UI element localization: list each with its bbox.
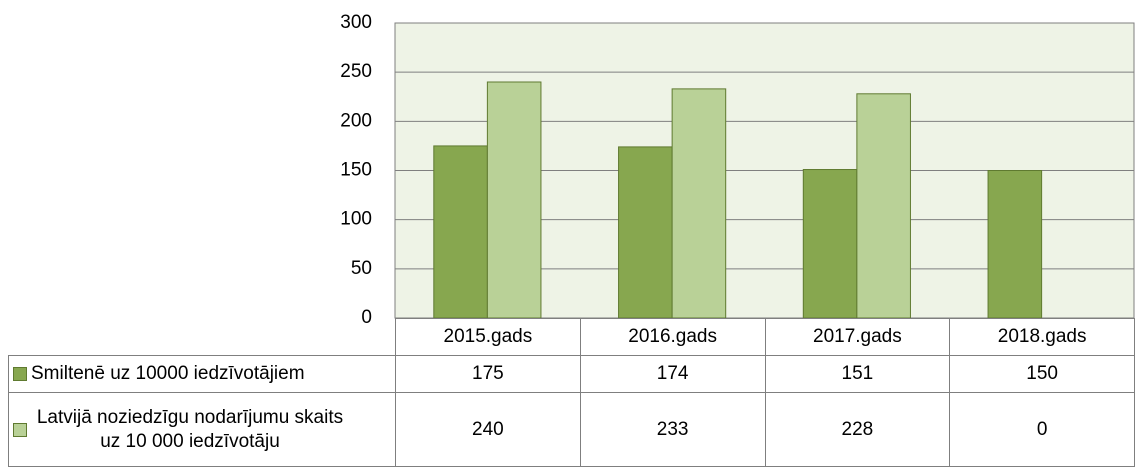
legend-label: Latvijā noziedzīgu nodarījumu skaits uz … [36, 406, 344, 452]
data-table-value: 151 [764, 355, 951, 393]
legend-key [13, 367, 27, 381]
bar [433, 145, 488, 319]
data-table-value: 233 [579, 392, 766, 467]
bar [802, 169, 858, 319]
x-tick-label: 2015.gads [395, 318, 581, 356]
bar [486, 81, 542, 319]
bar [618, 146, 673, 319]
y-tick-label: 250 [340, 61, 372, 82]
bar [987, 170, 1043, 319]
data-table-value: 175 [395, 355, 581, 393]
x-tick-label: 2017.gads [764, 318, 951, 356]
y-tick-label: 100 [340, 209, 372, 230]
y-tick-label: 200 [340, 110, 372, 131]
y-tick-label: 0 [361, 307, 372, 328]
y-tick-label: 150 [340, 160, 372, 181]
data-table-value: 0 [949, 392, 1135, 467]
bar [856, 93, 911, 319]
data-table-value: 228 [764, 392, 951, 467]
bar [671, 88, 727, 319]
legend-entry: Latvijā noziedzīgu nodarījumu skaits uz … [8, 392, 396, 467]
data-table-value: 174 [579, 355, 766, 393]
data-table-value: 150 [949, 355, 1135, 393]
legend-entry: Smiltenē uz 10000 iedzīvotājiem [8, 355, 396, 393]
x-tick-label: 2016.gads [579, 318, 766, 356]
data-table-value: 240 [395, 392, 581, 467]
y-tick-label: 300 [340, 12, 372, 33]
legend-label: Smiltenē uz 10000 iedzīvotājiem [31, 363, 305, 384]
y-tick-label: 50 [351, 258, 372, 279]
legend-key [13, 422, 27, 437]
x-tick-label: 2018.gads [949, 318, 1135, 356]
